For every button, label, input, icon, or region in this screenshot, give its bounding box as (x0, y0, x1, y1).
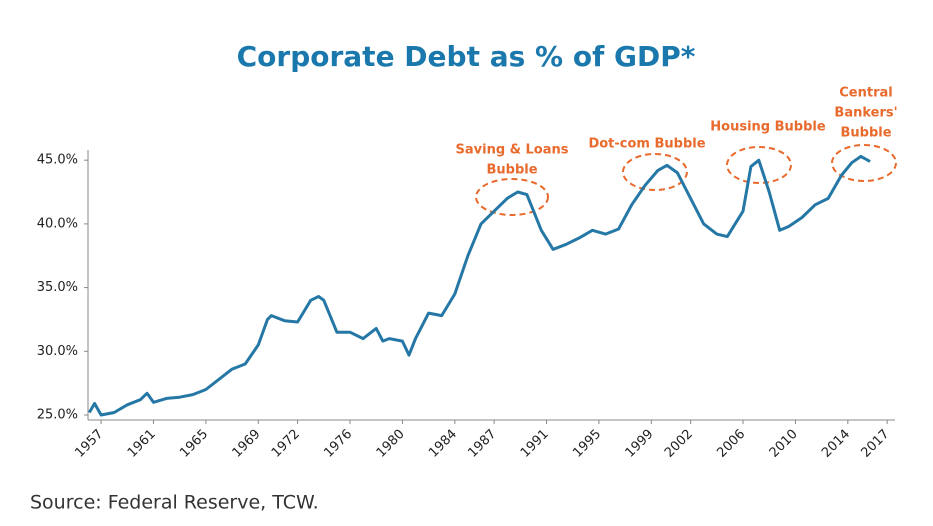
x-tick-label: 1972 (269, 427, 303, 461)
x-tick-label: 1995 (570, 427, 604, 461)
x-tick-label: 2014 (819, 427, 853, 461)
annotation: Bubble (486, 163, 537, 178)
annotation: Central (839, 86, 892, 101)
annotation: Bankers' (834, 106, 897, 121)
x-tick-label: 1980 (374, 427, 408, 461)
y-tick-label: 30.0% (37, 344, 78, 359)
x-tick-label: 1957 (72, 427, 106, 461)
data-line (88, 154, 871, 417)
x-tick-label: 1961 (125, 427, 159, 461)
bubble-circle (726, 146, 792, 184)
y-tick-label: 35.0% (37, 280, 78, 295)
annotation: Bubble (840, 126, 891, 141)
x-tick-label: 1965 (177, 427, 211, 461)
bubble-circle (831, 144, 897, 182)
y-tick-label: 40.0% (37, 216, 78, 231)
bubble-circle (622, 153, 688, 191)
x-tick-label: 2002 (662, 427, 696, 461)
x-tick-label: 1976 (321, 427, 355, 461)
y-tick-label: 45.0% (37, 153, 78, 168)
x-tick-label: 2017 (858, 427, 892, 461)
x-tick-label: 2010 (767, 427, 801, 461)
bubble-circle (475, 178, 549, 216)
bubble-circles (475, 144, 897, 216)
source: Source: Federal Reserve, TCW. (30, 492, 319, 514)
x-tick-label: 1991 (518, 427, 552, 461)
x-tick-label: 1969 (230, 427, 264, 461)
annotation: Saving & Loans (456, 143, 569, 158)
annotation: Housing Bubble (710, 120, 826, 135)
chart-title: Corporate Debt as % of GDP* (237, 40, 696, 73)
y-tick-label: 25.0% (37, 408, 78, 423)
x-tick-label: 2006 (714, 427, 748, 461)
annotation: Dot-com Bubble (588, 137, 705, 152)
x-tick-label: 1984 (426, 427, 460, 461)
x-tick-label: 1987 (465, 427, 499, 461)
x-tick-label: 1999 (623, 427, 657, 461)
